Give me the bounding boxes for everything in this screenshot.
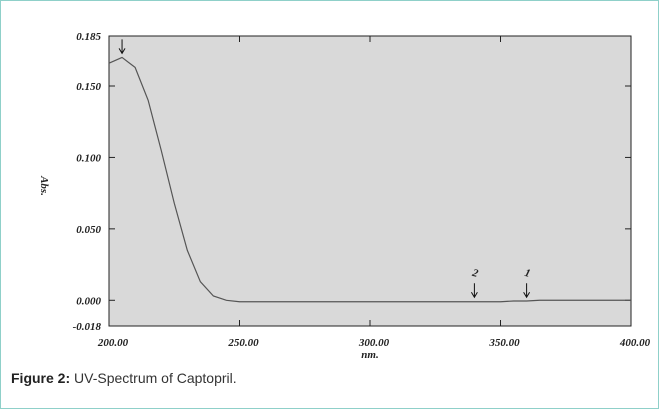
y-axis-label: Abs. (38, 175, 50, 196)
caption-text: UV-Spectrum of Captopril. (70, 370, 237, 386)
y-tick-label: 0.150 (76, 81, 101, 93)
caption-label: Figure 2: (11, 370, 71, 386)
marker-arrow (118, 39, 126, 55)
spectrum-line (108, 56, 631, 303)
marker-label: 1 (523, 267, 531, 280)
x-tick-label: 350.00 (488, 337, 520, 349)
y-tick-label: 0.100 (76, 152, 101, 164)
caption: Figure 2: UV-Spectrum of Captopril. (11, 370, 237, 386)
y-tick-label: 0.050 (76, 224, 101, 236)
x-tick-label: 200.00 (97, 337, 129, 349)
y-tick-label: -0.018 (73, 321, 102, 333)
marker-arrow (470, 283, 478, 299)
x-tick-label: 300.00 (358, 337, 390, 349)
marker-label: 2 (470, 267, 480, 280)
marker-arrow (523, 283, 531, 299)
plot-area (108, 35, 632, 327)
y-tick-label: 0.185 (76, 31, 101, 43)
y-tick-label: 0.000 (76, 295, 101, 307)
x-axis-label: nm. (361, 349, 378, 361)
x-tick-label: 250.00 (227, 337, 259, 349)
x-tick-label: 400.00 (619, 337, 651, 349)
